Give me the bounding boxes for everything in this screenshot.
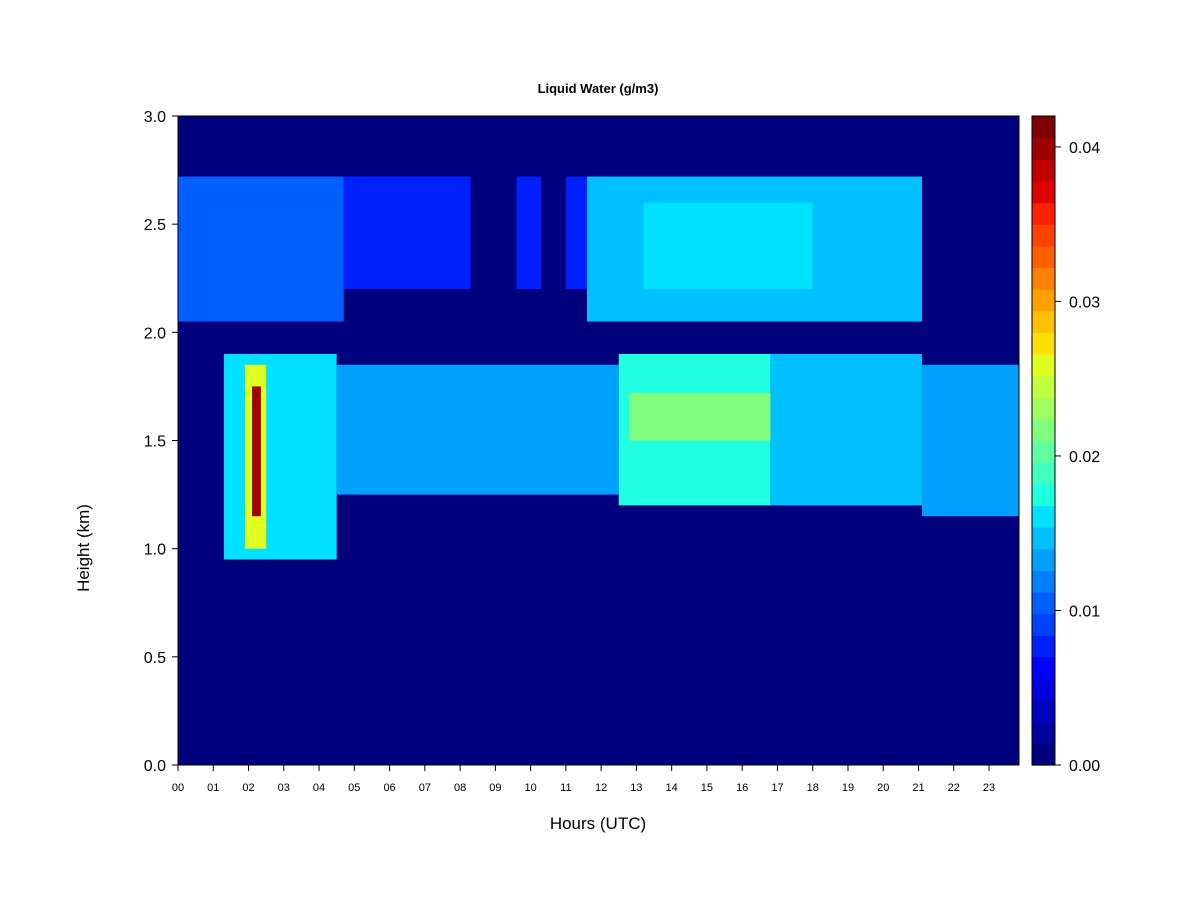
x-tick-label: 05 — [348, 782, 360, 794]
x-tick-label: 20 — [877, 782, 889, 794]
x-tick-label: 06 — [383, 782, 395, 794]
colorbar-segment — [1032, 635, 1055, 658]
colorbar-segment — [1032, 180, 1055, 204]
colorbar-segment — [1032, 613, 1055, 636]
colorbar-segment — [1032, 159, 1055, 182]
colorbar-tick-label: 0.02 — [1069, 449, 1100, 466]
colorbar-segment — [1032, 505, 1055, 528]
colorbar-tick-label: 0.00 — [1069, 758, 1100, 775]
x-tick-label: 01 — [207, 782, 219, 794]
x-axis-label: Hours (UTC) — [550, 814, 646, 833]
colorbar-segment — [1032, 462, 1055, 485]
colorbar-segment — [1032, 700, 1055, 723]
x-tick-label: 02 — [242, 782, 254, 794]
plot-area — [178, 116, 1019, 765]
cloud-layer-10 — [643, 202, 813, 290]
colorbar-segment — [1032, 137, 1055, 160]
x-axis: 00 01 02 03 04 05 06 07 08 09 10 11 12 13 14 15 16 17 18 19… — [172, 765, 995, 794]
y-tick-label: 1.5 — [144, 434, 166, 451]
colorbar-segment — [1032, 397, 1055, 420]
y-tick-label: 2.0 — [144, 325, 166, 342]
x-tick-label: 10 — [524, 782, 536, 794]
x-tick-label: 14 — [666, 782, 678, 794]
colorbar-segment — [1032, 245, 1055, 269]
x-tick-label: 03 — [278, 782, 290, 794]
colorbar-tick-label: 0.04 — [1069, 140, 1100, 157]
x-tick-label: 04 — [313, 782, 325, 794]
colorbar-segment — [1032, 743, 1055, 766]
x-tick-label: 22 — [948, 782, 960, 794]
y-tick-label: 3.0 — [144, 109, 166, 126]
colorbar-segment — [1032, 310, 1055, 333]
y-tick-label: 0.0 — [144, 758, 166, 775]
cloud-layer-13 — [252, 386, 261, 517]
colorbar-segment — [1032, 116, 1055, 139]
cloud-layer-4 — [922, 364, 1019, 517]
cloud-layer-8 — [565, 176, 588, 290]
colorbar-segment — [1032, 570, 1055, 593]
colorbar-segment — [1032, 527, 1055, 550]
colorbar-segment — [1032, 202, 1055, 225]
colorbar-segment — [1032, 440, 1055, 463]
cloud-layer-0 — [223, 353, 337, 560]
x-tick-label: 23 — [983, 782, 995, 794]
x-tick-label: 09 — [489, 782, 501, 794]
colorbar-segment — [1032, 591, 1055, 615]
chart-title: Liquid Water (g/m3) — [538, 81, 659, 96]
cloud-layer-7 — [516, 176, 542, 290]
colorbar-tick-label: 0.03 — [1069, 294, 1100, 311]
colorbar-segment — [1032, 332, 1055, 355]
cloud-layer-3 — [770, 353, 923, 506]
colorbar-segment — [1032, 548, 1055, 571]
x-tick-label: 16 — [736, 782, 748, 794]
y-axis: 0.0 0.5 1.0 1.5 2.0 2.5 3.0 — [144, 109, 178, 775]
colorbar-segment — [1032, 483, 1055, 506]
colorbar-segment — [1032, 267, 1055, 290]
cloud-layer-6 — [343, 176, 471, 290]
x-tick-label: 15 — [701, 782, 713, 794]
colorbar-segment — [1032, 353, 1055, 377]
colorbar: 0.00 0.01 0.02 0.03 0.04 — [1031, 115, 1100, 775]
colorbar-segment — [1032, 418, 1055, 442]
colorbar-segment — [1032, 289, 1055, 312]
x-tick-label: 13 — [630, 782, 642, 794]
x-tick-label: 08 — [454, 782, 466, 794]
colorbar-segment — [1032, 656, 1055, 680]
x-tick-label: 11 — [560, 782, 571, 794]
x-tick-label: 18 — [807, 782, 819, 794]
colorbar-segment — [1032, 721, 1055, 744]
y-axis-label: Height (km) — [74, 504, 93, 592]
cloud-layer-5 — [178, 176, 344, 322]
colorbar-segment — [1032, 224, 1055, 247]
y-tick-label: 0.5 — [144, 650, 166, 667]
colorbar-segment — [1032, 375, 1055, 398]
x-tick-label: 00 — [172, 782, 184, 794]
x-tick-label: 21 — [912, 782, 924, 794]
y-tick-label: 1.0 — [144, 542, 166, 559]
x-tick-label: 19 — [842, 782, 854, 794]
cloud-layer-11 — [629, 392, 771, 441]
x-tick-label: 12 — [595, 782, 607, 794]
x-tick-label: 17 — [771, 782, 783, 794]
cloud-layer-1 — [336, 364, 619, 495]
colorbar-tick-label: 0.01 — [1069, 603, 1100, 620]
colorbar-frame — [1031, 115, 1056, 766]
colorbar-segment — [1032, 678, 1055, 701]
x-tick-label: 07 — [419, 782, 431, 794]
y-tick-label: 2.5 — [144, 217, 166, 234]
